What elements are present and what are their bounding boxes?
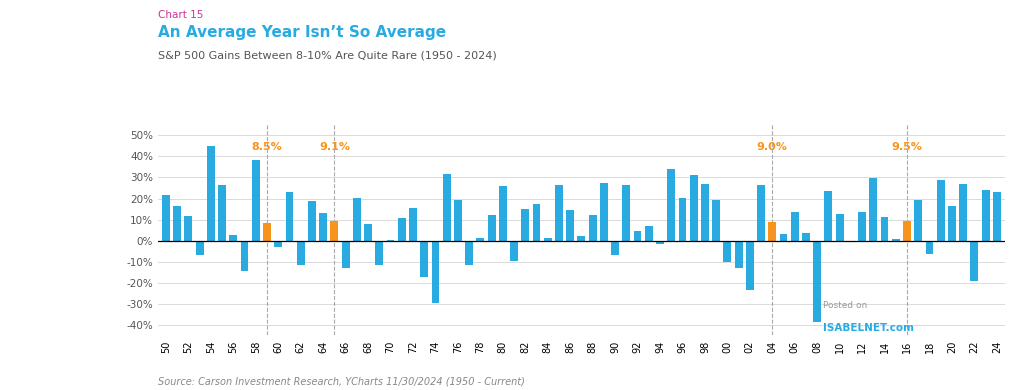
Bar (207, 146, 215, 241)
Bar (835, 214, 843, 241)
Bar (969, 241, 977, 282)
Bar (779, 234, 787, 241)
Bar (319, 213, 327, 241)
Text: 9.0%: 9.0% (756, 142, 787, 152)
Bar (935, 180, 944, 241)
Text: An Average Year Isn’t So Average: An Average Year Isn’t So Average (158, 25, 445, 40)
Bar (263, 223, 271, 241)
Bar (543, 238, 551, 241)
Bar (734, 241, 742, 268)
Bar (924, 241, 932, 254)
Bar (588, 215, 596, 241)
Bar (790, 212, 798, 241)
Bar (879, 216, 888, 241)
Bar (812, 241, 820, 322)
Bar (913, 200, 921, 241)
Bar (465, 241, 473, 265)
Bar (566, 210, 574, 241)
Bar (577, 236, 585, 241)
Bar (420, 241, 428, 277)
Bar (330, 222, 338, 241)
Bar (285, 192, 293, 241)
Bar (991, 191, 1000, 241)
Text: 9.5%: 9.5% (891, 142, 921, 152)
Bar (756, 185, 764, 241)
Bar (902, 221, 910, 241)
Bar (666, 169, 675, 241)
Bar (308, 201, 316, 241)
Bar (644, 226, 652, 241)
Bar (453, 200, 462, 241)
Text: 9.1%: 9.1% (319, 142, 350, 152)
Bar (364, 224, 372, 241)
Bar (184, 216, 193, 241)
Bar (722, 241, 731, 262)
Bar (711, 200, 719, 241)
Text: ISABELNET.com: ISABELNET.com (822, 323, 913, 333)
Bar (655, 241, 663, 244)
Bar (700, 184, 708, 241)
Bar (252, 160, 260, 241)
Text: Source: Carson Investment Research, YCharts 11/30/2024 (1950 - Current): Source: Carson Investment Research, YCha… (158, 376, 525, 386)
Bar (397, 218, 406, 241)
Bar (375, 241, 383, 265)
Bar (554, 185, 562, 241)
Bar (196, 241, 204, 255)
Bar (297, 241, 305, 266)
Bar (891, 239, 899, 241)
Bar (947, 206, 955, 241)
Text: 8.5%: 8.5% (252, 142, 282, 152)
Bar (229, 235, 237, 241)
Bar (218, 185, 226, 241)
Text: Posted on: Posted on (822, 301, 866, 310)
Bar (633, 231, 641, 241)
Bar (980, 190, 988, 241)
Bar (240, 241, 249, 271)
Bar (510, 241, 518, 261)
Bar (689, 176, 697, 241)
Bar (958, 184, 966, 241)
Bar (801, 233, 809, 241)
Bar (610, 241, 619, 255)
Bar (173, 206, 181, 241)
Bar (442, 174, 450, 241)
Bar (745, 241, 753, 290)
Bar (498, 186, 506, 241)
Bar (162, 195, 170, 241)
Bar (409, 208, 417, 241)
Bar (622, 185, 630, 241)
Bar (476, 238, 484, 241)
Bar (532, 204, 540, 241)
Bar (341, 241, 350, 268)
Bar (274, 241, 282, 247)
Text: Chart 15: Chart 15 (158, 10, 203, 20)
Bar (678, 198, 686, 241)
Text: S&P 500 Gains Between 8-10% Are Quite Rare (1950 - 2024): S&P 500 Gains Between 8-10% Are Quite Ra… (158, 51, 496, 61)
Bar (767, 222, 775, 241)
Bar (353, 198, 361, 241)
Bar (431, 241, 439, 303)
Bar (599, 183, 607, 241)
Bar (823, 191, 832, 241)
Bar (487, 215, 495, 241)
Bar (868, 178, 876, 241)
Bar (857, 213, 865, 241)
Bar (521, 209, 529, 241)
